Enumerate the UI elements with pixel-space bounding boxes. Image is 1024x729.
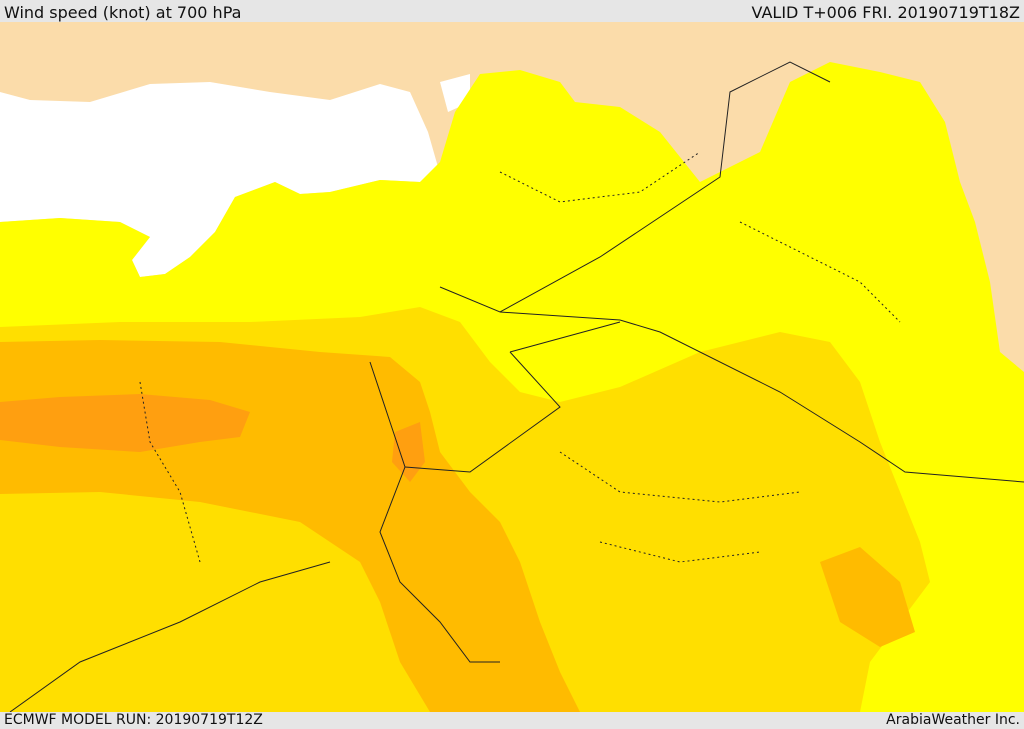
wind-band-orange [0,394,250,452]
wind-band-orange-sinai [392,422,425,482]
country-boundaries [9,61,1024,712]
header-bar: Wind speed (knot) at 700 hPa VALID T+006… [0,0,1024,22]
wind-speed-map [0,22,1024,712]
wind-band-gold-east [820,547,915,647]
province-boundaries [139,151,901,563]
mediterranean-sea [0,82,438,277]
map-title: Wind speed (knot) at 700 hPa [4,3,242,22]
credit-label: ArabiaWeather Inc. [886,712,1020,728]
model-run-label: ECMWF MODEL RUN: 20190719T12Z [4,712,263,728]
valid-time-label: VALID T+006 FRI. 20190719T18Z [751,3,1020,22]
footer-bar: ECMWF MODEL RUN: 20190719T12Z ArabiaWeat… [0,712,1024,729]
